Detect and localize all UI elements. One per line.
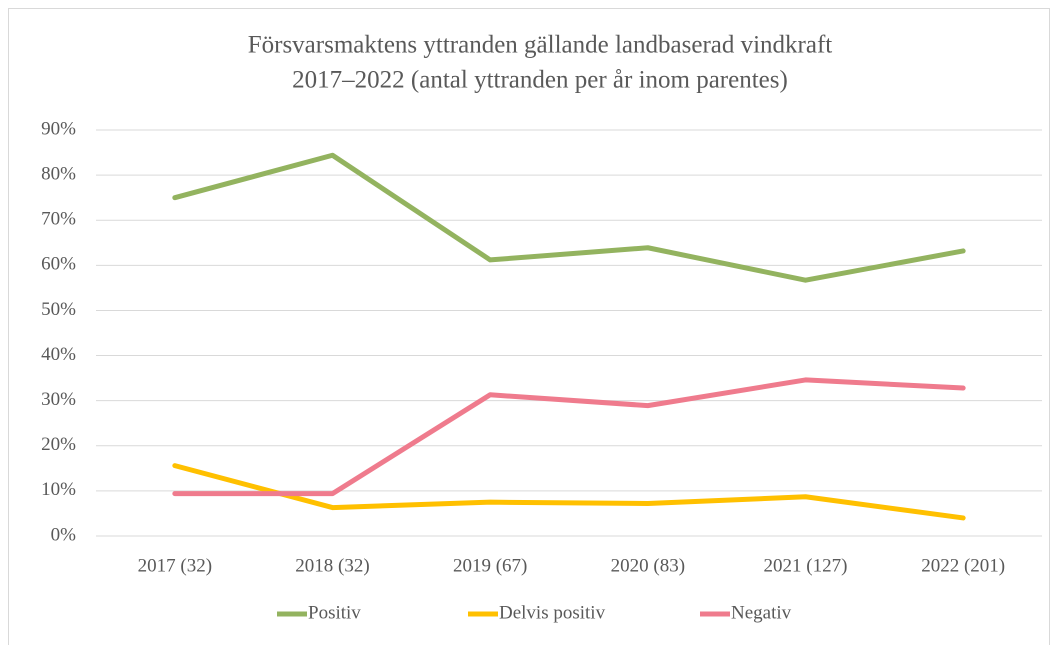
chart-title: Försvarsmaktens yttranden gällande landb… [248, 32, 833, 59]
y-tick-label: 20% [41, 434, 76, 455]
line-series [172, 377, 966, 497]
y-tick-label: 50% [41, 299, 76, 320]
y-tick-label: 80% [41, 163, 76, 184]
y-tick-label: 70% [41, 209, 76, 230]
y-tick-label: 0% [51, 524, 77, 545]
y-tick-label: 30% [41, 389, 76, 410]
x-tick-label: 2017 (32) [138, 555, 212, 576]
line-series [172, 463, 966, 521]
legend-label: Positiv [308, 602, 361, 623]
x-tick-label: 2021 (127) [764, 555, 848, 576]
line-series [172, 152, 966, 283]
y-tick-label: 60% [41, 254, 76, 275]
x-tick-label: 2020 (83) [611, 555, 685, 576]
x-tick-label: 2018 (32) [295, 555, 369, 576]
x-tick-label: 2019 (67) [453, 555, 527, 576]
y-tick-label: 90% [41, 118, 76, 139]
x-tick-label: 2022 (201) [921, 555, 1005, 576]
y-tick-label: 40% [41, 344, 76, 365]
y-tick-label: 10% [41, 479, 76, 500]
chart-border [8, 8, 1050, 650]
chart-title: 2017–2022 (antal yttranden per år inom p… [292, 67, 788, 94]
legend-label: Delvis positiv [499, 602, 606, 623]
legend-label: Negativ [731, 602, 792, 623]
